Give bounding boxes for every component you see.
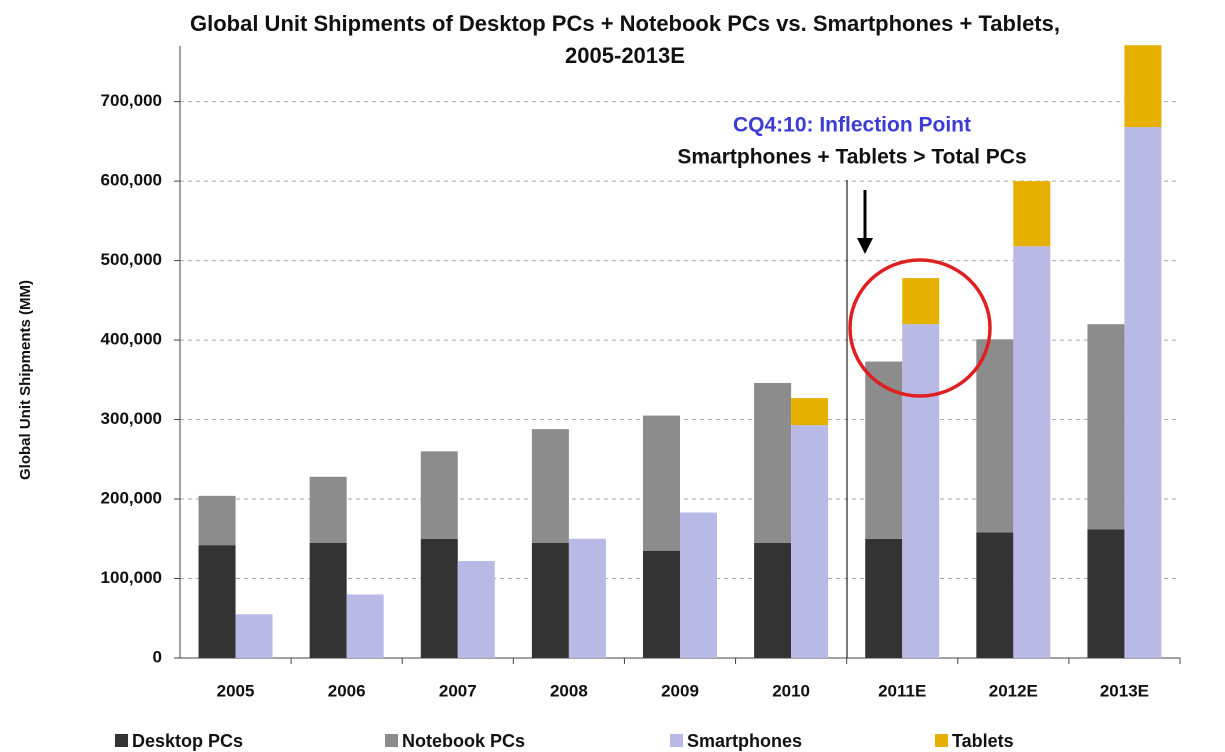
- legend-swatch: [385, 734, 398, 747]
- bar: [680, 512, 717, 658]
- y-tick-label: 500,000: [101, 250, 162, 269]
- x-tick-label: 2011E: [878, 681, 926, 700]
- bar: [1124, 45, 1162, 128]
- legend-label: Notebook PCs: [402, 731, 525, 751]
- x-tick-label: 2009: [661, 681, 699, 700]
- bar: [1124, 127, 1162, 658]
- legend-label: Smartphones: [687, 731, 802, 751]
- bar: [643, 415, 680, 551]
- bar: [198, 545, 236, 658]
- bar: [1087, 529, 1125, 658]
- bar: [902, 324, 940, 658]
- chart-title: Global Unit Shipments of Desktop PCs + N…: [190, 11, 1060, 36]
- bar: [198, 495, 236, 546]
- x-tick-label: 2006: [328, 681, 366, 700]
- bar: [976, 339, 1014, 533]
- bar: [791, 398, 829, 426]
- chart-title: 2005-2013E: [565, 43, 685, 68]
- annotation: CQ4:10: Inflection Point: [733, 114, 971, 137]
- bar: [1013, 181, 1051, 247]
- legend-swatch: [670, 734, 683, 747]
- bar: [346, 594, 384, 658]
- x-tick-label: 2010: [772, 681, 810, 700]
- bar: [1087, 324, 1125, 530]
- x-tick-label: 2012E: [989, 681, 1038, 700]
- bar: [531, 429, 569, 543]
- bar: [568, 538, 606, 658]
- bar: [754, 382, 792, 543]
- legend-swatch: [115, 734, 128, 747]
- bar: [420, 451, 458, 539]
- bar: [309, 476, 347, 543]
- legend-swatch: [935, 734, 948, 747]
- bar: [309, 542, 347, 658]
- y-tick-label: 300,000: [101, 409, 162, 428]
- legend-label: Desktop PCs: [132, 731, 243, 751]
- x-tick-label: 2005: [217, 681, 255, 700]
- bar: [1013, 246, 1051, 659]
- legend-label: Tablets: [952, 731, 1014, 751]
- x-tick-label: 2013E: [1100, 681, 1149, 700]
- bar: [643, 550, 680, 658]
- bar: [791, 425, 829, 658]
- y-tick-label: 0: [153, 647, 162, 666]
- x-tick-label: 2008: [550, 681, 588, 700]
- bar: [754, 542, 792, 658]
- bar: [420, 538, 458, 658]
- bar: [865, 538, 903, 658]
- bar: [902, 278, 940, 325]
- y-tick-label: 100,000: [101, 568, 162, 587]
- bar: [976, 532, 1014, 658]
- bar: [457, 561, 495, 658]
- y-tick-label: 400,000: [101, 330, 162, 349]
- y-tick-label: 600,000: [101, 171, 162, 190]
- y-tick-label: 200,000: [101, 489, 162, 508]
- bar: [235, 614, 273, 658]
- bar: [531, 542, 569, 658]
- y-axis-label: Global Unit Shipments (MM): [17, 280, 34, 480]
- annotation: Smartphones + Tablets > Total PCs: [677, 146, 1026, 169]
- highlight-circle: [848, 258, 992, 398]
- y-tick-label: 700,000: [101, 91, 162, 110]
- arrow-head: [857, 238, 873, 254]
- x-tick-label: 2007: [439, 681, 477, 700]
